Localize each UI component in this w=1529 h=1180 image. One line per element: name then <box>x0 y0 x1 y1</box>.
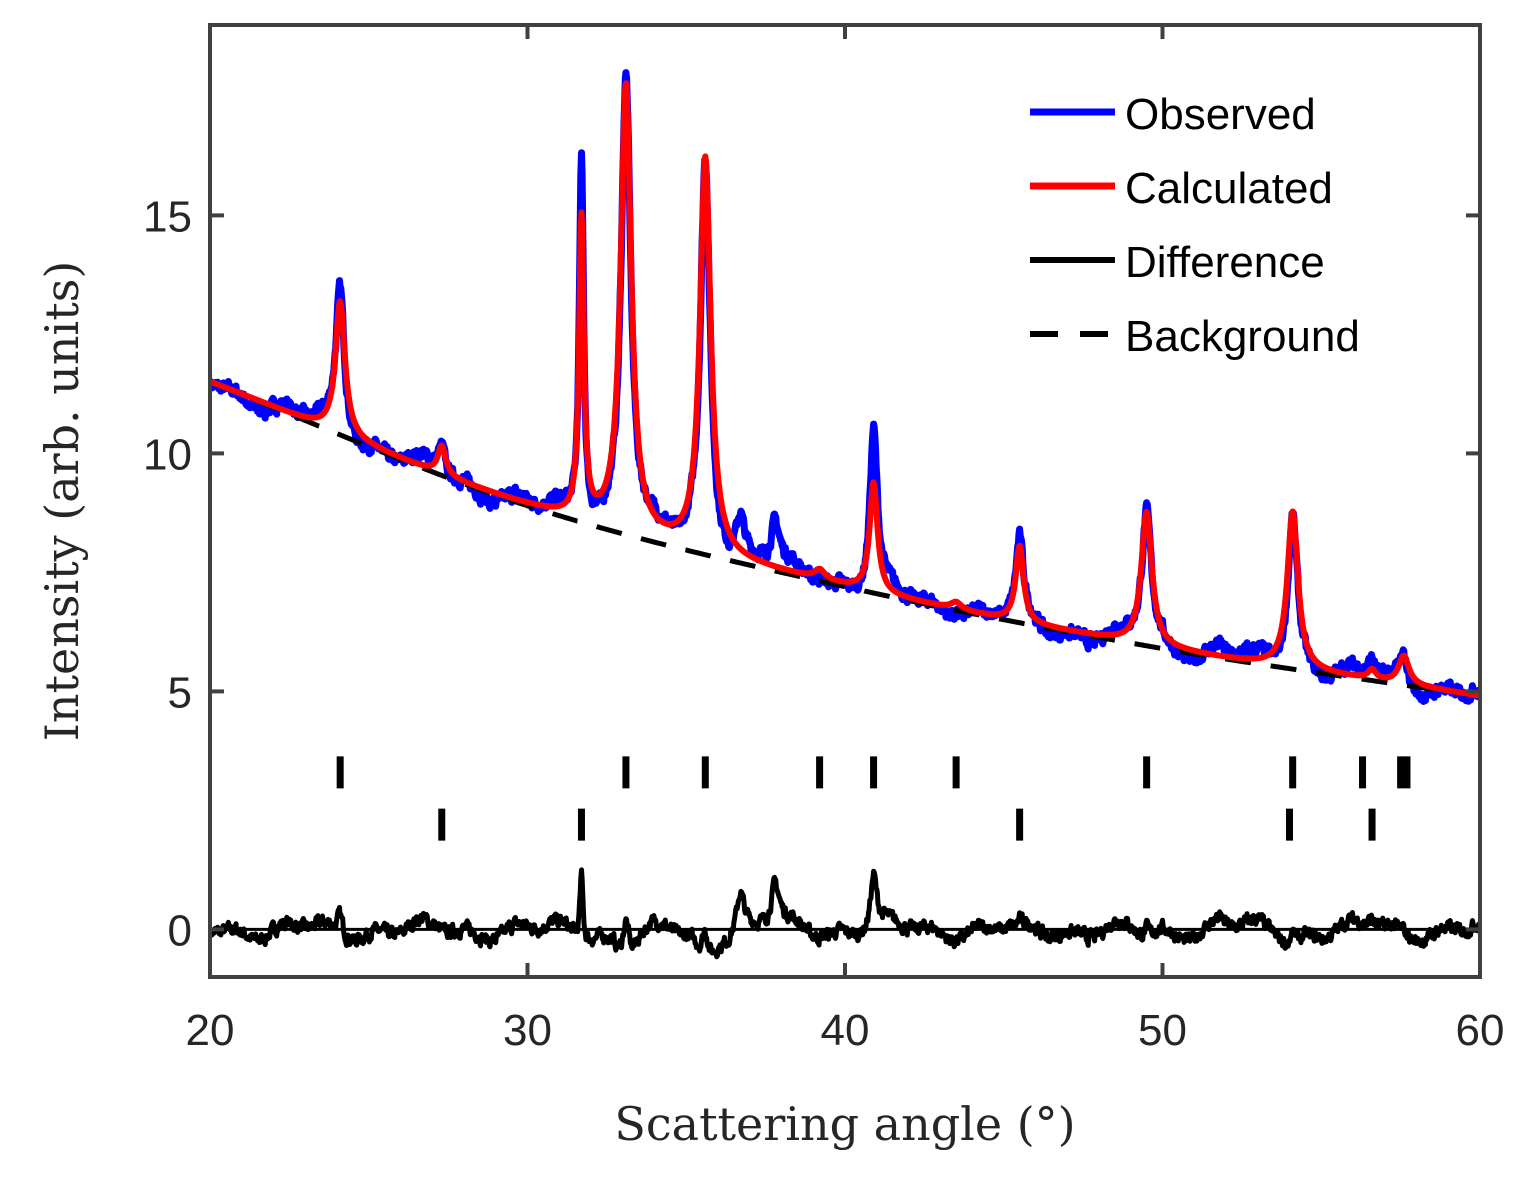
x-axis-title: Scattering angle (°) <box>614 1097 1075 1151</box>
series-calculated <box>210 80 1480 699</box>
ticks: 20 30 40 50 60 0 5 10 15 <box>143 25 1504 1055</box>
y-axis-title: Intensity (arb. units) <box>35 261 89 742</box>
series-layer <box>210 69 1480 960</box>
x-tick-label: 60 <box>1456 1006 1505 1055</box>
y-tick-label: 15 <box>143 192 192 241</box>
legend-label-calculated: Calculated <box>1125 164 1333 213</box>
y-tick-label: 0 <box>168 906 192 955</box>
x-tick-label: 40 <box>821 1006 870 1055</box>
x-tick-label: 20 <box>186 1006 235 1055</box>
legend-label-background: Background <box>1125 312 1360 361</box>
series-difference <box>210 867 1480 960</box>
plot-area <box>208 23 1482 979</box>
x-tick-label: 50 <box>1138 1006 1187 1055</box>
legend-label-observed: Observed <box>1125 90 1316 139</box>
plot-background <box>210 25 1480 977</box>
y-tick-label: 5 <box>168 668 192 717</box>
x-tick-label: 30 <box>503 1006 552 1055</box>
legend-label-difference: Difference <box>1125 238 1325 287</box>
reflection-markers <box>336 756 1411 841</box>
y-tick-label: 10 <box>143 430 192 479</box>
legend: Observed Calculated Difference Backgroun… <box>1030 90 1360 361</box>
